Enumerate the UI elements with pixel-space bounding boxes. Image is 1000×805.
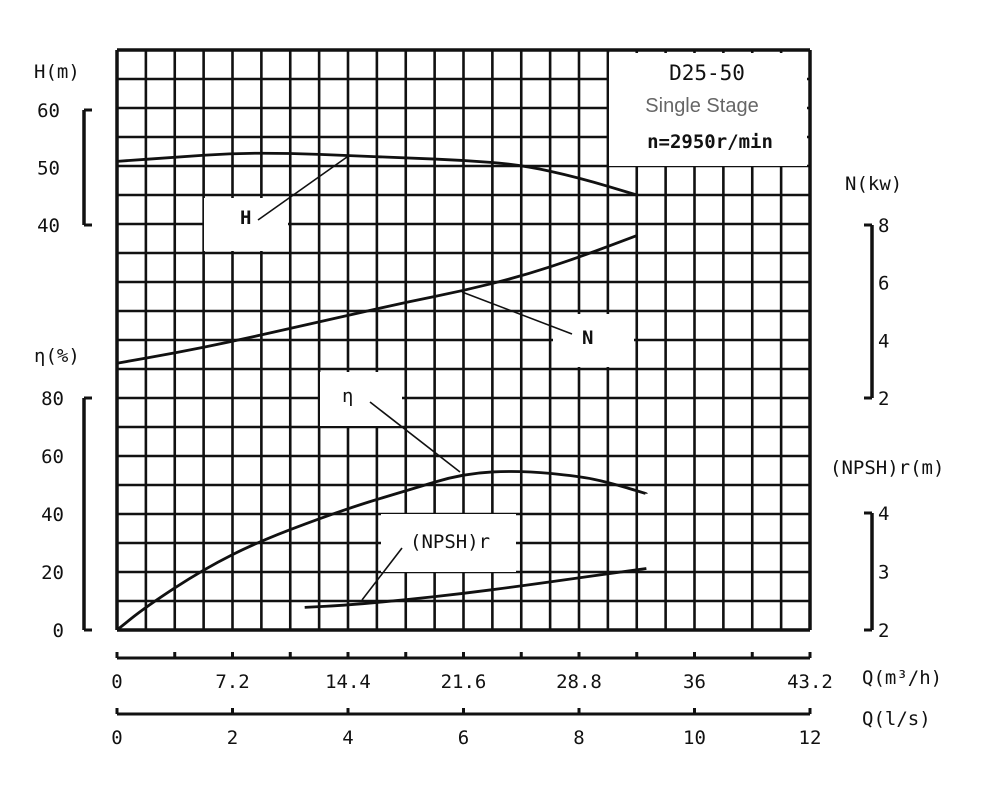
x-axis-tick-label: 43.2 — [787, 671, 833, 693]
axis-label-eta: η(%) — [34, 345, 80, 367]
x-axis-tick-label: 28.8 — [556, 671, 602, 693]
x-axis-label: Q(m³/h) — [862, 667, 942, 689]
eta-axis-tick-label: 80 — [41, 388, 64, 410]
N-axis-tick-label: 6 — [878, 273, 889, 295]
x-axis-tick-label: 0 — [111, 671, 122, 693]
x2-axis-tick-label: 10 — [683, 727, 706, 749]
x2-axis-tick-label: 12 — [799, 727, 822, 749]
N-axis-tick-label: 8 — [878, 215, 889, 237]
x2-axis-tick-label: 2 — [227, 727, 238, 749]
x2-axis-tick-label: 6 — [458, 727, 469, 749]
curve-label-eta: η — [342, 385, 353, 407]
label-box-N — [553, 314, 634, 367]
leader-N — [461, 291, 573, 335]
speed-label: n=2950r/min — [647, 131, 773, 153]
curve-npsh — [304, 567, 647, 609]
npsh-axis-tick-label: 3 — [878, 562, 889, 584]
axis-label-N: N(kw) — [845, 173, 902, 195]
H-axis-tick-label: 60 — [37, 100, 60, 122]
npsh-axis-tick-label: 4 — [878, 503, 889, 525]
x2-axis-tick-label: 0 — [111, 727, 122, 749]
chart-subtitle: Single Stage — [645, 95, 758, 117]
leader-H — [257, 156, 348, 221]
x-axis-tick-label: 14.4 — [325, 671, 371, 693]
x2-axis-label: Q(l/s) — [862, 708, 931, 730]
eta-axis-tick-label: 60 — [41, 446, 64, 468]
eta-axis-tick-label: 0 — [53, 620, 64, 642]
N-axis-tick-label: 4 — [878, 330, 889, 352]
axis-label-H: H(m) — [34, 61, 80, 83]
H-axis-tick-label: 40 — [37, 215, 60, 237]
eta-axis-tick-label: 40 — [41, 504, 64, 526]
label-box-H — [204, 198, 288, 251]
npsh-axis-tick-label: 2 — [878, 620, 889, 642]
title-box — [609, 53, 807, 166]
label-box-npsh — [381, 514, 516, 572]
curve-label-npsh: (NPSH)r — [410, 531, 490, 553]
curve-eta — [116, 470, 647, 632]
x-axis-tick-label: 36 — [683, 671, 706, 693]
N-axis-tick-label: 2 — [878, 388, 889, 410]
leader-eta — [369, 401, 461, 473]
eta-axis-tick-label: 20 — [41, 562, 64, 584]
x2-axis-tick-label: 4 — [342, 727, 353, 749]
curve-N — [116, 234, 638, 365]
axis-label-npsh: (NPSH)r(m) — [830, 457, 944, 479]
x-axis-tick-label: 7.2 — [215, 671, 249, 693]
x-axis-tick-label: 21.6 — [441, 671, 487, 693]
x2-axis-tick-label: 8 — [573, 727, 584, 749]
curve-label-H: H — [240, 207, 251, 229]
curve-H — [116, 151, 638, 197]
H-axis-tick-label: 50 — [37, 158, 60, 180]
curve-label-N: N — [582, 327, 593, 349]
leader-npsh — [361, 547, 403, 601]
chart-title: D25-50 — [669, 61, 745, 85]
